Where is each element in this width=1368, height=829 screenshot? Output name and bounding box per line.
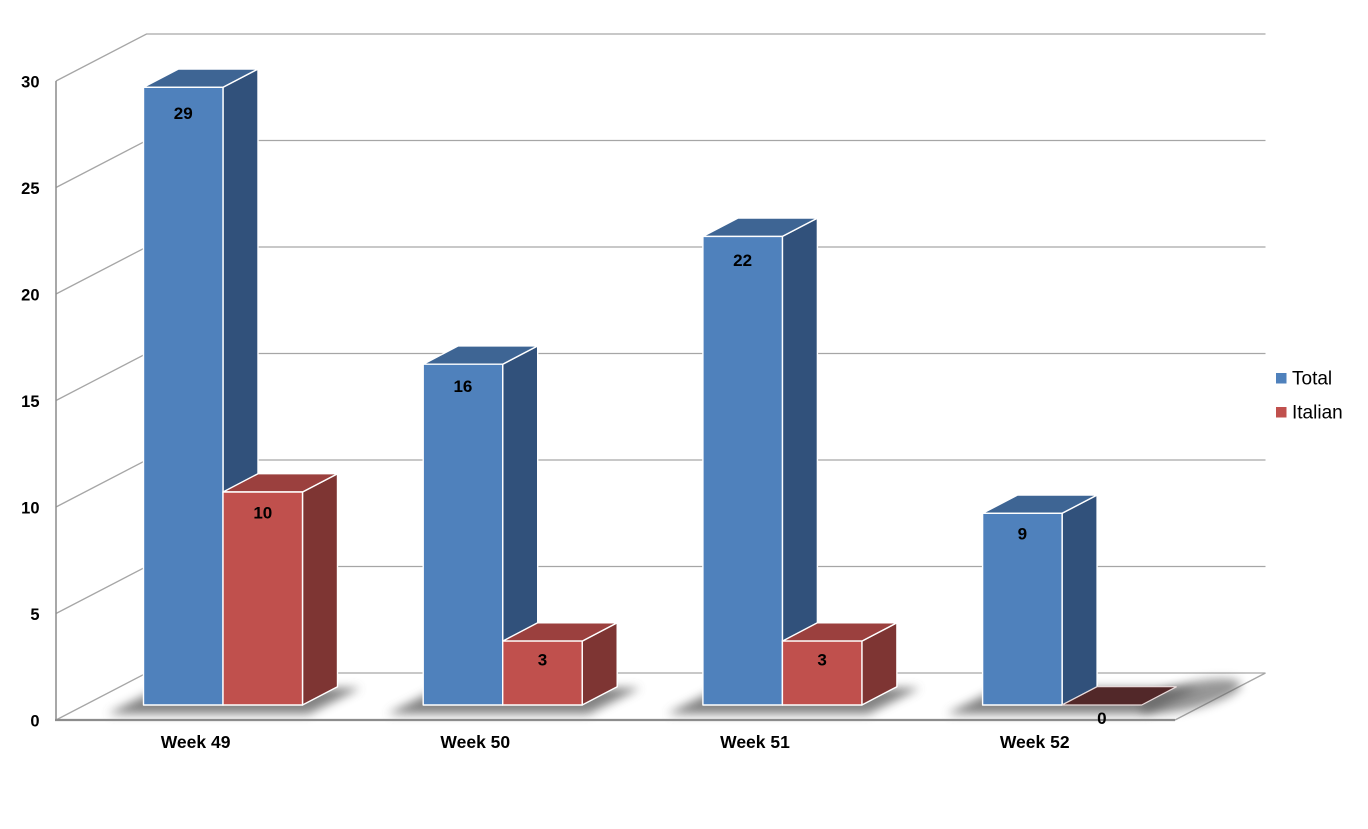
svg-text:16: 16 bbox=[453, 377, 472, 396]
svg-text:25: 25 bbox=[21, 180, 39, 198]
svg-text:29: 29 bbox=[174, 104, 193, 123]
svg-text:Italian: Italian bbox=[1292, 403, 1343, 424]
svg-text:0: 0 bbox=[30, 713, 39, 731]
svg-text:5: 5 bbox=[30, 606, 39, 624]
svg-text:Week 50: Week 50 bbox=[440, 732, 510, 752]
svg-text:3: 3 bbox=[538, 650, 547, 669]
svg-text:22: 22 bbox=[733, 251, 752, 270]
svg-text:30: 30 bbox=[21, 74, 39, 92]
svg-text:Total: Total bbox=[1292, 369, 1332, 390]
svg-text:9: 9 bbox=[1018, 524, 1027, 543]
svg-text:Week 52: Week 52 bbox=[1000, 732, 1070, 752]
svg-text:0: 0 bbox=[1097, 709, 1106, 728]
svg-text:3: 3 bbox=[817, 650, 826, 669]
svg-text:Week 51: Week 51 bbox=[720, 732, 790, 752]
svg-text:10: 10 bbox=[21, 500, 39, 518]
svg-text:10: 10 bbox=[253, 503, 272, 522]
svg-text:15: 15 bbox=[21, 393, 39, 411]
svg-text:20: 20 bbox=[21, 287, 39, 305]
svg-text:Week 49: Week 49 bbox=[161, 732, 231, 752]
